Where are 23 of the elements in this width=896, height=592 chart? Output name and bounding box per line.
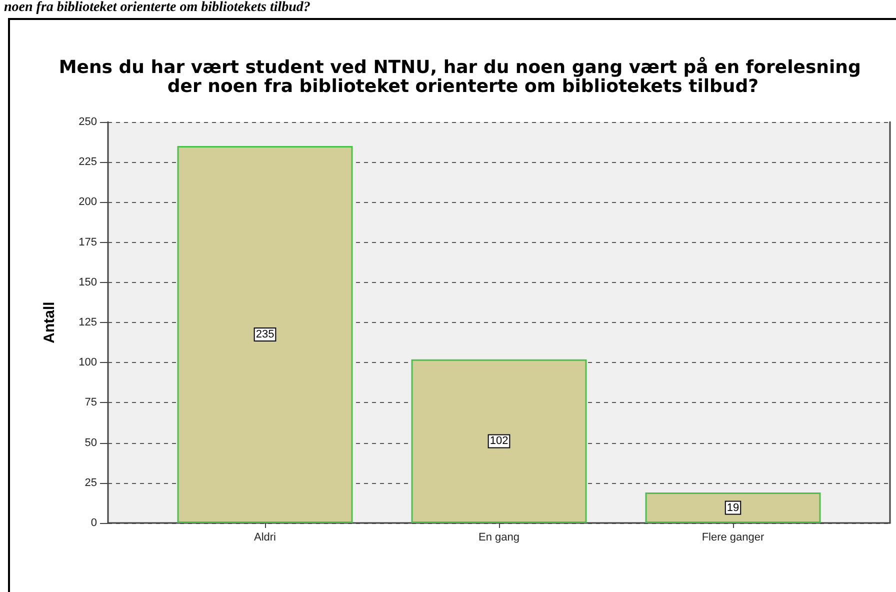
y-tick-label: 50 (84, 436, 97, 449)
y-tick-label: 25 (84, 476, 97, 489)
bar (177, 146, 353, 523)
y-tick-label: 200 (78, 196, 97, 208)
y-tick-label: 0 (90, 517, 97, 529)
bar (411, 359, 587, 523)
chart-title: Mens du har vært student ved NTNU, har du noen gang vært på en forelesning der noen fra biblioteket orienterte om bibliotekets tilbud? (58, 57, 868, 97)
y-tick-label: 250 (78, 116, 97, 128)
y-tick-label: 225 (78, 156, 97, 168)
x-tick-label: Flere ganger (702, 532, 765, 544)
y-tick-label: 150 (78, 276, 97, 288)
data-label: 235 (256, 328, 274, 341)
bar (645, 492, 821, 523)
data-label: 102 (490, 435, 508, 448)
y-tick-label: 125 (78, 316, 97, 328)
text: noen fra biblioteket orienterte om bibliotekets tilbud? (4, 0, 310, 16)
y-tick-label: 100 (78, 356, 97, 369)
x-tick-label: Aldri (254, 532, 276, 544)
y-tick-label: 75 (84, 396, 97, 409)
x-tick-label: En gang (478, 532, 520, 544)
y-axis-title: Antall (41, 302, 58, 344)
y-tick-label: 175 (78, 236, 97, 248)
data-label: 19 (726, 502, 740, 514)
